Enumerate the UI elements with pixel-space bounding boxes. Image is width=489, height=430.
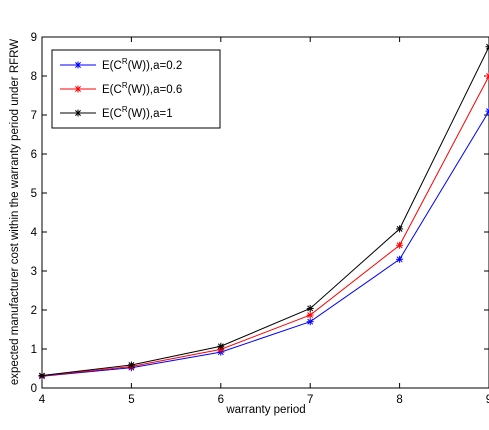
legend-entry: E(CR(W)),a=0.2	[60, 57, 182, 72]
y-tick-label: 2	[31, 305, 37, 317]
plot-frame	[41, 36, 489, 389]
y-tick-label: 8	[31, 71, 37, 83]
x-tick-label: 6	[218, 394, 224, 406]
y-tick-label: 1	[31, 344, 37, 356]
series-3	[38, 43, 489, 380]
data-point-marker	[306, 304, 314, 312]
data-point-marker	[396, 225, 404, 233]
data-point-marker	[485, 107, 489, 115]
data-point-marker	[396, 255, 404, 263]
legend-marker	[74, 61, 82, 69]
x-tick-label: 4	[39, 394, 46, 406]
legend-label: E(CR(W)),a=0.6	[102, 81, 182, 96]
y-tick-label: 9	[31, 32, 37, 44]
y-tick-label: 0	[31, 383, 37, 395]
x-tick-label: 9	[486, 394, 489, 406]
legend-entry: E(CR(W)),a=1	[60, 105, 173, 120]
x-tick-label: 5	[128, 394, 134, 406]
y-tick-label: 7	[31, 110, 37, 122]
series-line	[41, 75, 489, 377]
data-point-marker	[485, 72, 489, 80]
data-point-marker	[485, 43, 489, 51]
axes: 4 5 6 7 8 9 0 1 2 3 4 5 6 7 8 9	[31, 32, 489, 406]
x-tick-label: 7	[307, 394, 313, 406]
legend: E(CR(W)),a=0.2 E(CR(W)),a=0.6 E(CR(W)),a=1	[51, 49, 221, 129]
legend-entry: E(CR(W)),a=0.6	[60, 81, 182, 96]
data-point-marker	[396, 241, 404, 249]
legend-marker	[74, 85, 82, 93]
series-line	[41, 46, 489, 377]
data-point-marker	[38, 372, 46, 380]
y-tick-label: 3	[31, 266, 37, 278]
series-group	[38, 43, 489, 380]
y-tick-label: 5	[31, 188, 37, 200]
series-1	[38, 107, 489, 380]
x-tick-label: 8	[396, 394, 402, 406]
data-point-marker	[217, 342, 225, 350]
x-axis-label: warranty period	[225, 404, 305, 416]
y-axis-label: expected manufacturer cost within the wa…	[9, 39, 21, 385]
data-point-marker	[306, 318, 314, 326]
data-point-marker	[306, 311, 314, 319]
y-tick-label: 6	[31, 149, 37, 161]
legend-label: E(CR(W)),a=0.2	[102, 57, 182, 72]
y-tick-label: 4	[31, 227, 38, 239]
legend-marker	[74, 109, 82, 117]
data-point-marker	[127, 361, 135, 369]
legend-label: E(CR(W)),a=1	[102, 105, 173, 120]
series-line	[41, 110, 489, 377]
